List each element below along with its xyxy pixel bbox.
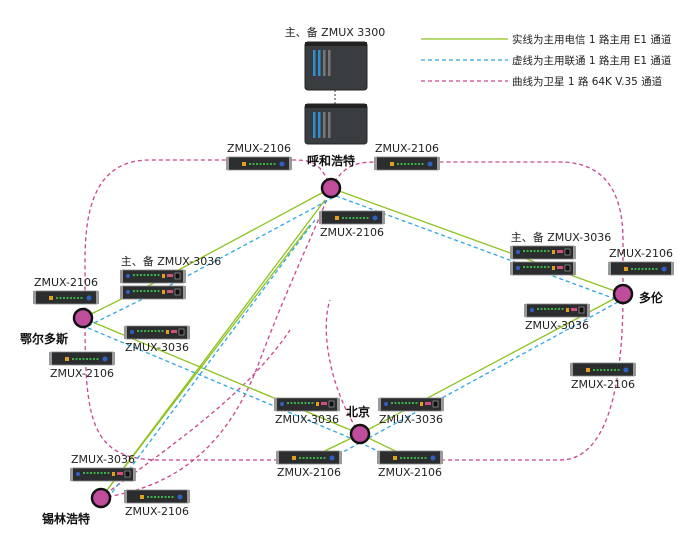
device-label: ZMUX-3036 — [525, 319, 589, 332]
zmux-3300-group: 主、备 ZMUX 3300 — [285, 25, 386, 145]
device-label: 主、备 ZMUX-3036 — [511, 230, 612, 244]
city-node[interactable]: 北京 — [346, 404, 371, 445]
device-zmux-2106[interactable]: ZMUX-2106 — [319, 210, 385, 239]
device-zmux-2106[interactable]: ZMUX-2106 — [124, 489, 190, 518]
device-label: ZMUX-3036 — [125, 341, 189, 354]
device-label: ZMUX-3036 — [275, 413, 339, 426]
legend-text: 曲线为卫星 1 路 64K V.35 通道 — [512, 75, 663, 88]
device-label: ZMUX-2106 — [50, 367, 114, 380]
device-label: ZMUX-3036 — [71, 453, 135, 466]
legend-item: 实线为主用电信 1 路主用 E1 通道 — [421, 33, 672, 46]
node-circle[interactable] — [612, 283, 634, 305]
device-zmux-2106[interactable]: ZMUX-2106 — [276, 450, 342, 479]
zmux-3300-chassis[interactable] — [304, 103, 368, 145]
link — [330, 161, 624, 294]
city-label: 多伦 — [639, 290, 664, 305]
device-label: ZMUX-2106 — [609, 247, 673, 260]
city-label: 鄂尔多斯 — [20, 331, 68, 346]
legend-item: 曲线为卫星 1 路 64K V.35 通道 — [421, 75, 663, 88]
link — [84, 159, 332, 318]
city-node[interactable]: 呼和浩特 — [307, 153, 355, 199]
node-circle[interactable] — [349, 423, 371, 445]
device-label: ZMUX-2106 — [277, 466, 341, 479]
device-zmux-2106[interactable]: ZMUX-2106 — [374, 142, 440, 171]
link — [325, 299, 361, 435]
legend-text: 实线为主用电信 1 路主用 E1 通道 — [512, 33, 672, 46]
device-label: ZMUX-3036 — [379, 413, 443, 426]
link — [110, 329, 291, 491]
device-zmux-2106[interactable]: ZMUX-2106 — [33, 276, 99, 305]
city-node[interactable]: 多伦 — [612, 283, 664, 305]
link — [330, 187, 624, 295]
device-label: ZMUX-2106 — [34, 276, 98, 289]
city-label: 锡林浩特 — [42, 511, 90, 526]
node-circle[interactable] — [72, 307, 94, 329]
device-label: ZMUX-2106 — [378, 466, 442, 479]
device-zmux-2106[interactable]: ZMUX-2106 — [377, 450, 443, 479]
device-zmux-2106[interactable]: ZMUX-2106 — [608, 247, 674, 276]
link — [100, 187, 332, 499]
link — [100, 199, 326, 499]
device-label: ZMUX-2106 — [227, 142, 291, 155]
device-zmux-3036[interactable]: ZMUX-3036 — [70, 453, 136, 482]
city-label: 北京 — [346, 404, 370, 419]
link — [440, 293, 624, 461]
device-zmux-3036[interactable]: ZMUX-3036 — [124, 325, 190, 354]
node-circle[interactable] — [320, 177, 342, 199]
legend-text: 虚线为主用联通 1 路主用 E1 通道 — [512, 54, 672, 67]
node-circle[interactable] — [90, 487, 112, 509]
city-node[interactable]: 鄂尔多斯 — [20, 307, 94, 346]
device-label: ZMUX-2106 — [375, 142, 439, 155]
device-zmux-2106[interactable]: ZMUX-2106 — [49, 351, 115, 380]
zmux-3300-chassis[interactable] — [304, 41, 368, 91]
device-label: ZMUX-2106 — [571, 378, 635, 391]
device-zmux-3036[interactable]: ZMUX-3036 — [524, 303, 590, 332]
device-zmux-2106[interactable]: ZMUX-2106 — [226, 142, 292, 171]
device-zmux-3036[interactable]: 主、备 ZMUX-3036 — [510, 230, 612, 276]
device-zmux-2106[interactable]: ZMUX-2106 — [570, 362, 636, 391]
legend-item: 虚线为主用联通 1 路主用 E1 通道 — [421, 54, 672, 67]
city-node[interactable]: 锡林浩特 — [42, 487, 112, 526]
device-label: 主、备 ZMUX 3300 — [285, 25, 386, 39]
device-label: 主、备 ZMUX-3036 — [121, 254, 222, 268]
device-zmux-3036[interactable]: ZMUX-3036 — [274, 397, 340, 426]
device-label: ZMUX-2106 — [125, 505, 189, 518]
city-label: 呼和浩特 — [307, 153, 355, 168]
link — [107, 219, 316, 499]
device-zmux-3036[interactable]: 主、备 ZMUX-3036 — [120, 254, 222, 300]
device-label: ZMUX-2106 — [320, 226, 384, 239]
device-zmux-3036[interactable]: ZMUX-3036 — [378, 397, 444, 426]
